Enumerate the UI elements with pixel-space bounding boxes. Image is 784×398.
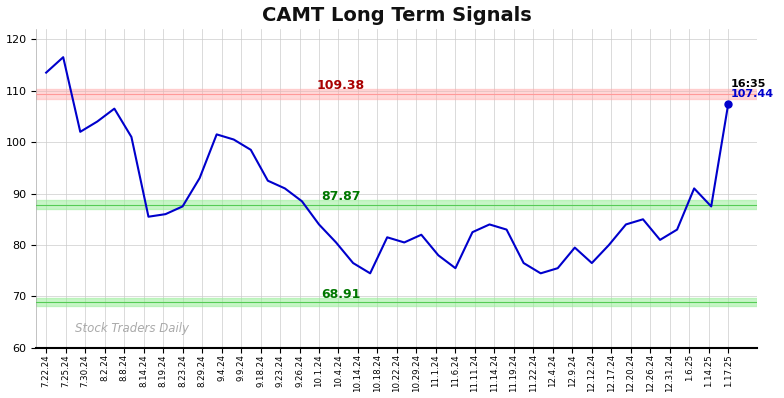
- Text: 68.91: 68.91: [321, 287, 361, 300]
- Title: CAMT Long Term Signals: CAMT Long Term Signals: [262, 6, 532, 25]
- Bar: [36, 298, 757, 306]
- Bar: [36, 89, 757, 99]
- Text: 16:35: 16:35: [731, 80, 767, 90]
- Text: 87.87: 87.87: [321, 190, 361, 203]
- Text: Stock Traders Daily: Stock Traders Daily: [75, 322, 190, 335]
- Text: 109.38: 109.38: [317, 79, 365, 92]
- Bar: [36, 201, 757, 209]
- Text: 107.44: 107.44: [731, 89, 775, 99]
